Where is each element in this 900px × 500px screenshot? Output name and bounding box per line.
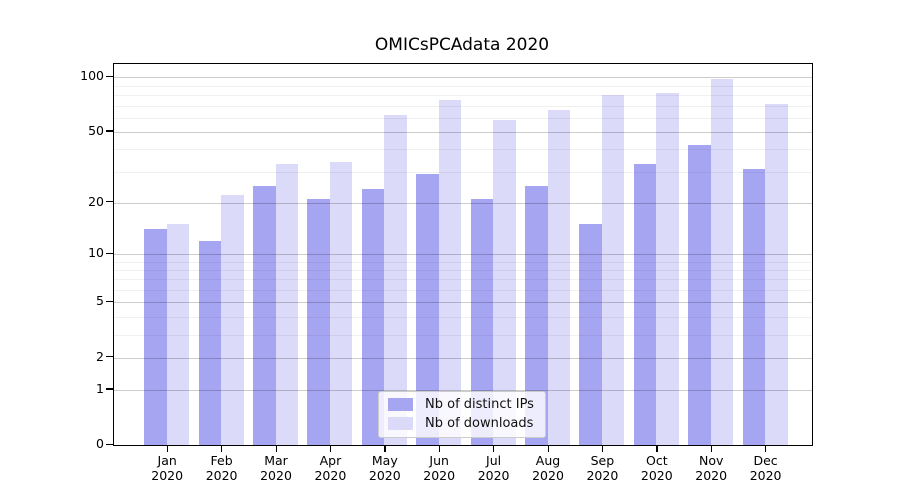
x-tick-year: 2020 — [586, 468, 619, 483]
bar-downloads-feb — [221, 195, 244, 445]
x-tick-label-aug: Aug 2020 — [513, 453, 583, 483]
x-tick-year: 2020 — [532, 468, 564, 483]
x-tick-label-feb: Feb 2020 — [187, 453, 257, 483]
x-tick-mark-sep — [601, 445, 604, 452]
x-tick-mark-apr — [329, 445, 332, 452]
x-tick-label-sep: Sep 2020 — [567, 453, 637, 483]
x-tick-mark-dec — [765, 445, 767, 452]
legend-swatch-distinct-ips — [388, 398, 413, 411]
y-tick-mark-20 — [106, 201, 113, 203]
y-tick-label-50: 50 — [88, 122, 104, 138]
y-tick-mark-100 — [106, 75, 113, 78]
bar-distinct-ips-apr — [307, 198, 330, 445]
x-tick-year: 2020 — [640, 468, 673, 483]
bar-downloads-jan — [166, 224, 190, 445]
legend-label-distinct-ips: Nb of distinct IPs — [425, 397, 534, 412]
bar-distinct-ips-nov — [688, 145, 711, 445]
x-tick-year: 2020 — [205, 468, 238, 483]
y-tick-label-20: 20 — [88, 193, 104, 209]
legend: Nb of distinct IPs Nb of downloads — [378, 391, 546, 438]
y-tick-mark-10 — [106, 252, 113, 254]
x-tick-label-apr: Apr 2020 — [295, 453, 365, 483]
x-tick-label-dec: Dec 2020 — [731, 453, 801, 483]
x-tick-year: 2020 — [260, 468, 292, 483]
bar-downloads-sep — [601, 95, 625, 445]
bar-distinct-ips-oct — [633, 164, 657, 445]
y-tick-label-100: 100 — [80, 68, 104, 84]
y-tick-mark-5 — [106, 300, 113, 303]
y-tick-label-5: 5 — [96, 293, 104, 309]
bar-downloads-oct — [656, 93, 679, 445]
x-tick-year: 2020 — [368, 468, 401, 483]
x-tick-mark-aug — [547, 445, 549, 452]
plot-area — [113, 63, 813, 446]
y-tick-mark-2 — [106, 356, 113, 358]
bar-distinct-ips-mar — [253, 185, 276, 445]
x-tick-year: 2020 — [314, 468, 347, 483]
legend-label-downloads: Nb of downloads — [425, 416, 534, 431]
y-tick-label-0: 0 — [96, 436, 104, 451]
x-tick-label-oct: Oct 2020 — [622, 453, 692, 483]
x-tick-label-jan: Jan 2020 — [132, 453, 202, 483]
x-tick-mark-jul — [493, 445, 495, 452]
x-tick-label-mar: Mar 2020 — [241, 453, 311, 483]
x-tick-label-jul: Jul 2020 — [459, 453, 529, 483]
bar-downloads-nov — [710, 79, 734, 445]
x-tick-mark-nov — [710, 445, 713, 452]
y-tick-mark-1 — [106, 388, 113, 390]
legend-swatch-downloads — [388, 417, 413, 430]
x-tick-mark-jan — [166, 445, 169, 452]
bar-distinct-ips-feb — [198, 240, 222, 445]
chart-title: OMICsPCAdata 2020 — [374, 35, 550, 55]
x-tick-label-jun: Jun 2020 — [404, 453, 474, 483]
bar-distinct-ips-jan — [144, 229, 167, 445]
x-tick-mark-feb — [221, 445, 223, 452]
y-tick-label-2: 2 — [96, 348, 104, 364]
bar-downloads-dec — [765, 104, 788, 445]
x-tick-label-nov: Nov 2020 — [676, 453, 746, 483]
legend-item-downloads: Nb of downloads — [379, 416, 545, 431]
y-tick-label-10: 10 — [88, 245, 104, 260]
y-tick-mark-0 — [106, 443, 113, 445]
x-tick-year: 2020 — [749, 468, 782, 483]
x-tick-mark-mar — [275, 445, 277, 452]
bars-layer — [114, 64, 812, 445]
legend-item-distinct-ips: Nb of distinct IPs — [379, 397, 545, 412]
x-tick-mark-oct — [656, 445, 658, 452]
bar-distinct-ips-aug — [525, 185, 548, 445]
x-tick-mark-may — [384, 445, 386, 452]
x-tick-year: 2020 — [423, 468, 456, 483]
bar-distinct-ips-jul — [470, 198, 494, 445]
y-tick-mark-50 — [106, 130, 113, 132]
bar-distinct-ips-sep — [579, 224, 602, 445]
x-tick-year: 2020 — [477, 468, 510, 483]
bar-distinct-ips-jun — [416, 174, 439, 445]
y-tick-label-1: 1 — [96, 380, 104, 396]
bar-distinct-ips-dec — [742, 169, 766, 445]
bar-downloads-aug — [547, 110, 570, 445]
x-tick-label-may: May 2020 — [350, 453, 420, 483]
bar-distinct-ips-may — [361, 188, 385, 445]
x-tick-year: 2020 — [695, 468, 728, 483]
x-tick-mark-jun — [438, 445, 441, 452]
bar-downloads-jun — [438, 100, 462, 445]
bar-downloads-mar — [275, 164, 298, 445]
x-tick-year: 2020 — [151, 468, 184, 483]
bar-downloads-may — [384, 115, 407, 445]
bar-downloads-apr — [329, 161, 353, 445]
bar-downloads-jul — [493, 120, 516, 445]
